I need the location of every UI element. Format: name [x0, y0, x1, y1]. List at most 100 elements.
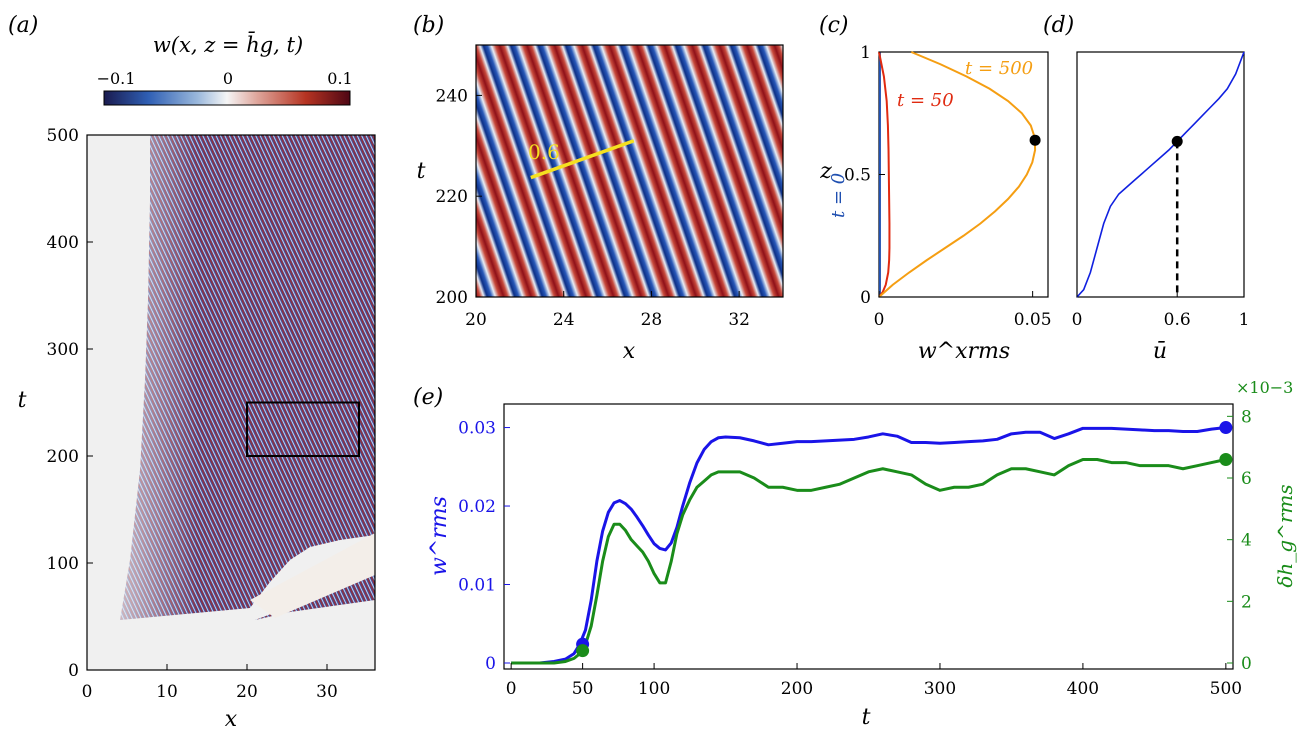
axis-a-ytick-label: 400 — [47, 233, 79, 253]
axis-c-xtick-label: 0.05 — [1014, 310, 1052, 330]
axis-a-ytick-label: 200 — [47, 447, 79, 467]
axis-b-xtick-label: 24 — [553, 310, 575, 330]
axis-a-xtick-label: 0 — [82, 682, 93, 702]
panel-e: (e) 0 50 100 200 300 400 500 0 0.01 0.02 0.03 0 2 4 6 8… — [413, 378, 1297, 730]
heatmap-a-frame — [86, 134, 376, 671]
plot-d-frame — [1076, 51, 1245, 298]
axis-d: 0 0.6 1 — [1072, 291, 1250, 330]
heatmap-b — [476, 45, 783, 297]
axis-b: 20 24 28 32 200 220 240 — [436, 86, 750, 330]
axis-c-ytick-label: 0.5 — [844, 166, 871, 186]
legend-t500: t = 500 — [965, 58, 1033, 79]
phase-speed-line — [530, 139, 635, 180]
axis-e-ylabel-right: δh_g^rms — [1273, 484, 1297, 587]
series-w-rms — [511, 426, 1227, 665]
plot-c-lines — [878, 51, 1041, 298]
axis-b-xtick-label: 32 — [728, 310, 750, 330]
axis-e-ytick-right-label: 0 — [1241, 654, 1252, 674]
axis-c-ytick-label: 0 — [860, 288, 871, 308]
axis-b-xlabel: x — [623, 339, 636, 364]
axis-c-ytick-label: 1 — [860, 43, 871, 63]
colorbar-tick-max: 0.1 — [327, 69, 352, 88]
plot-c-frame — [878, 51, 1049, 298]
legend-t0: t = 0 — [828, 173, 849, 218]
colorbar: w(x, z = h̄g, t) −0.1 0 0.1 — [97, 31, 353, 106]
colorbar-tick-mid: 0 — [223, 69, 233, 88]
axis-e-xtick-label: 200 — [781, 679, 813, 699]
panel-c: (c) 0 0.05 0 0.5 1 t = 0 t = 50 t = 500 w^xr… — [819, 13, 1052, 364]
axis-e-ytick-left-label: 0.03 — [458, 419, 496, 439]
panel-c-label: (c) — [819, 13, 849, 38]
axis-a-ytick-label: 100 — [47, 554, 79, 574]
axis-a-xtick-label: 20 — [236, 682, 258, 702]
plot-e-lines — [511, 421, 1233, 665]
axis-e: 0 50 100 200 300 400 500 0 0.01 0.02 0.03 0 2 4 6 8 — [458, 407, 1252, 699]
axis-a-xlabel: x — [225, 707, 238, 732]
axis-e-xtick-label: 100 — [638, 679, 670, 699]
profile-max-marker — [1029, 134, 1041, 146]
axis-e-ytick-right-label: 8 — [1241, 407, 1252, 427]
phase-speed-label: 0.6 — [528, 140, 560, 164]
panel-b: (b) 0.6 20 24 28 32 200 220 240 x t — [413, 13, 784, 364]
mean-velocity-profile — [1076, 51, 1245, 298]
panel-a-label: (a) — [8, 13, 38, 38]
critical-level-marker — [1171, 135, 1183, 147]
axis-b-xtick-label: 28 — [641, 310, 663, 330]
axis-b-ylabel: t — [417, 159, 426, 184]
series-t500 — [878, 51, 1037, 298]
panel-a: (a) w(x, z = h̄g, t) −0.1 0 0.1 0 10 20 300… — [8, 13, 376, 732]
axis-e-ytick-left-label: 0 — [485, 654, 496, 674]
axis-a-xtick-label: 10 — [156, 682, 178, 702]
colorbar-title: w(x, z = h̄g, t) — [153, 31, 303, 57]
axis-b-xtick-label: 20 — [465, 310, 487, 330]
legend-t50: t = 50 — [897, 90, 954, 111]
axis-b-ytick-label: 200 — [436, 288, 468, 308]
panel-b-label: (b) — [413, 13, 444, 38]
axis-a-ytick-label: 0 — [68, 661, 79, 681]
axis-d-xtick-label: 0 — [1072, 310, 1083, 330]
colorbar-tick-min: −0.1 — [97, 69, 136, 88]
axis-a-ytick-label: 300 — [47, 340, 79, 360]
plot-e-frame — [503, 403, 1234, 670]
panel-e-label: (e) — [413, 385, 443, 410]
time-marker — [1219, 421, 1233, 435]
time-marker — [576, 644, 590, 658]
axis-e-right-multiplier: ×10−3 — [1236, 378, 1293, 397]
series-t50 — [878, 51, 891, 298]
axis-e-xtick-label: 400 — [1067, 679, 1099, 699]
axis-e-ytick-right-label: 4 — [1241, 531, 1252, 551]
axis-a-ylabel: t — [18, 388, 27, 413]
heatmap-a-zoom-box — [246, 401, 360, 457]
panel-d-label: (d) — [1043, 13, 1074, 38]
axis-d-xtick-label: 1 — [1239, 310, 1250, 330]
axis-e-ytick-right-label: 6 — [1241, 469, 1252, 489]
axis-e-xlabel: t — [862, 705, 871, 730]
series-dh-rms — [511, 458, 1227, 665]
heatmap-b-frame — [475, 44, 784, 298]
axis-e-xtick-label: 50 — [572, 679, 594, 699]
axis-e-xtick-label: 0 — [506, 679, 517, 699]
axis-e-xtick-label: 500 — [1210, 679, 1242, 699]
axis-a-ytick-label: 500 — [47, 126, 79, 146]
axis-c-ylabel: z — [819, 159, 832, 184]
axis-d-xtick-label: 0.6 — [1164, 310, 1191, 330]
axis-c: 0 0.05 0 0.5 1 — [844, 43, 1052, 330]
axis-c-xlabel: w^xrms — [918, 339, 1010, 364]
axis-e-ytick-right-label: 2 — [1241, 592, 1252, 612]
axis-d-xlabel: ū — [1153, 339, 1167, 364]
colorbar-gradient — [103, 90, 351, 106]
axis-b-ytick-label: 220 — [436, 187, 468, 207]
heatmap-a-quiet-wedge — [250, 533, 375, 618]
axis-a-xtick-label: 30 — [316, 682, 338, 702]
axis-e-xtick-label: 300 — [924, 679, 956, 699]
axis-e-ytick-left-label: 0.01 — [458, 576, 496, 596]
time-marker — [1219, 453, 1233, 466]
plot-d-lines — [1076, 51, 1245, 298]
axis-e-ytick-left-label: 0.02 — [458, 497, 496, 517]
axis-b-ytick-label: 240 — [436, 86, 468, 106]
axis-e-ylabel-left: w^rms — [427, 496, 452, 576]
axis-c-xtick-label: 0 — [874, 310, 885, 330]
panel-d: (d) 0 0.6 1 ū — [1043, 13, 1249, 364]
